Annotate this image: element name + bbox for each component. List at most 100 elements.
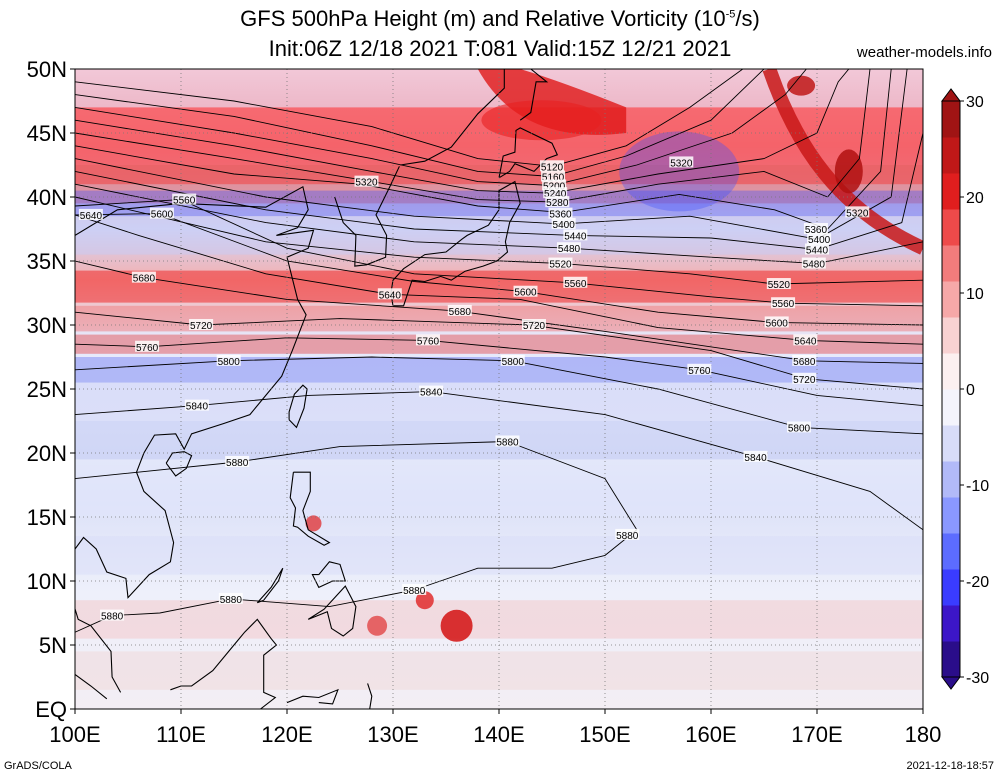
svg-text:5880: 5880 [616,531,639,542]
longitude-tick-label: 180 [905,722,942,747]
svg-text:5560: 5560 [772,299,795,310]
contour-label: 5160 [541,170,566,184]
contour-label: 5200 [542,179,567,192]
contour-label: 5320 [845,206,870,219]
contour-label: 5440 [563,229,588,242]
longitude-tick-label: 150E [579,722,630,747]
contour-label: 5480 [556,242,581,255]
contour-label: 5800 [786,421,811,434]
contour-label: 5880 [100,609,125,623]
colorbar-segment [942,497,960,534]
contour-label: 5400 [807,233,832,246]
contour-label: 5840 [743,450,768,464]
svg-text:5360: 5360 [805,225,828,236]
colorbar-segment [942,209,960,246]
contour-label: 5600 [764,316,789,329]
contour-label: 5760 [415,334,440,347]
colorbar-tick-label: 0 [966,382,975,399]
svg-text:5560: 5560 [173,196,196,207]
coastline-segment [75,185,315,693]
vorticity-spot [367,615,388,636]
longitude-tick-label: 170E [791,722,842,747]
svg-text:5600: 5600 [151,210,174,221]
vorticity-band [75,465,923,517]
vorticity-max-streak [762,69,923,255]
colorbar-min-arrow [941,676,961,690]
svg-text:5720: 5720 [523,321,546,332]
svg-text:5760: 5760 [417,336,440,347]
coastline-segment [311,561,347,589]
contour-label: 5680 [792,354,817,368]
coastline-segment [400,69,505,166]
latitude-tick-label: 15N [27,505,67,530]
svg-text:5640: 5640 [794,336,817,347]
svg-text:5400: 5400 [553,220,576,231]
svg-text:5800: 5800 [502,357,525,368]
latitude-tick-label: 25N [27,377,67,402]
contour-label: 5360 [803,223,828,236]
contour-label: 5600 [513,285,538,299]
contour-label: 5640 [793,334,818,347]
svg-text:5320: 5320 [355,178,378,189]
svg-text:5120: 5120 [541,162,564,173]
latitude-axis: EQ 5N 10N 15N 20N 25N 30N 35N 40N 45N 50N [27,57,75,722]
latitude-tick-label: 50N [27,57,67,82]
svg-text:5680: 5680 [449,307,472,318]
coastline-segment [367,683,373,709]
svg-text:5240: 5240 [544,189,567,200]
site-credit: weather-models.info [856,44,992,61]
vorticity-band [75,216,923,255]
colorbar-segment [942,569,960,606]
coastline-segment [286,688,339,705]
coastline-segment [75,673,108,700]
colorbar: 30 20 10 0 -10 -20 -30 [941,88,989,690]
contour-label: 5560 [771,297,796,310]
svg-text:5600: 5600 [766,318,789,329]
height-contour [75,69,871,203]
height-contour [75,69,892,230]
vorticity-jet-core [481,100,602,141]
svg-text:5280: 5280 [546,198,569,209]
height-contour [75,69,765,177]
contour-label: 5320 [669,156,694,169]
contour-label: 5520 [548,257,573,271]
coastline-segment [519,69,549,121]
coastline-segment [390,180,521,307]
software-credit: GrADS/COLA [4,760,72,772]
contour-label: 5760 [135,340,160,354]
svg-text:5880: 5880 [226,458,249,469]
contour-label: 5640 [377,288,402,301]
contour-label: 5600 [149,207,174,221]
chart-title: GFS 500hPa Height (m) and Relative Vorti… [240,6,760,31]
coastline-segment [307,585,357,637]
longitude-tick-label: 160E [685,722,736,747]
svg-text:5880: 5880 [403,586,426,597]
contour-label: 5840 [419,385,444,399]
svg-text:5200: 5200 [543,181,566,192]
svg-text:5480: 5480 [803,260,826,271]
svg-text:5720: 5720 [190,321,213,332]
contour-label: 5880 [615,528,640,542]
coastlines [75,69,559,709]
contour-label: 5400 [551,217,576,231]
svg-text:5320: 5320 [670,158,693,169]
colorbar-tick-label: 30 [966,94,984,111]
longitude-tick-label: 130E [367,722,418,747]
contour-label: 5520 [766,278,791,291]
longitude-tick-label: 110E [156,722,206,747]
svg-text:5880: 5880 [496,437,519,448]
svg-text:5600: 5600 [514,288,537,299]
colorbar-segment [942,533,960,570]
height-contour [75,214,923,345]
contour-label: 5480 [801,257,826,271]
colorbar-segment [942,173,960,210]
height-contour [75,69,744,167]
latitude-tick-label: 30N [27,313,67,338]
colorbar-tick-label: 10 [966,286,984,303]
colorbar-segment [942,101,960,138]
contour-label: 5880 [495,435,520,448]
longitude-tick-label: 100E [49,722,100,747]
svg-text:5520: 5520 [768,280,791,291]
